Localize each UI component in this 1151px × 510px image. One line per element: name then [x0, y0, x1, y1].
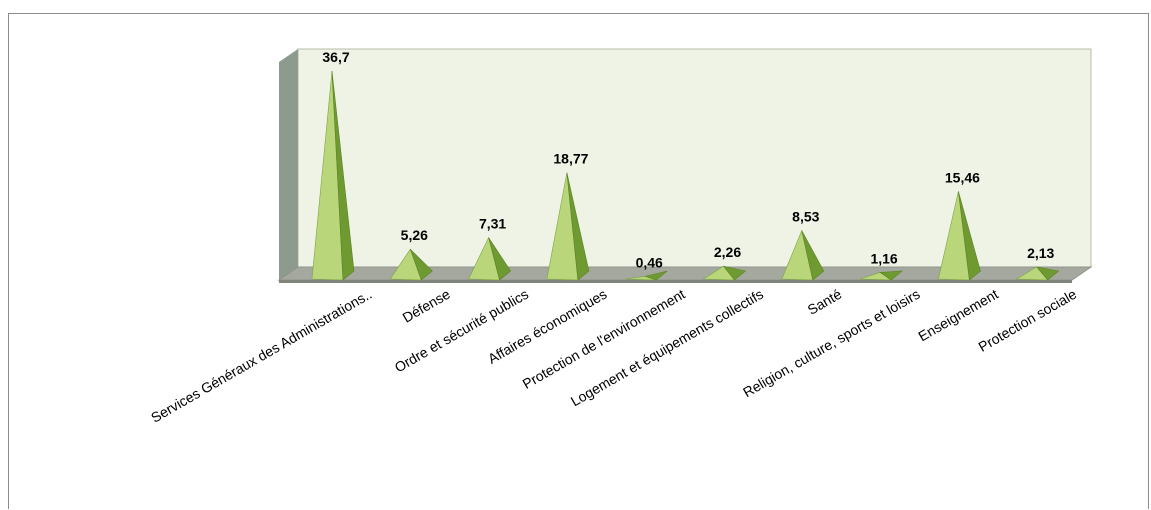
- pyramid-bar-face-dark: [1035, 266, 1060, 281]
- data-label: 36,7: [322, 49, 349, 65]
- data-label: 5,26: [401, 227, 428, 243]
- chart-side-wall: [279, 49, 298, 280]
- data-label: 15,46: [945, 169, 980, 185]
- x-tick-label: Défense: [400, 286, 453, 326]
- pyramid-bar-face-dark: [722, 265, 747, 281]
- data-label: 1,16: [870, 250, 897, 266]
- data-label: 0,46: [636, 254, 663, 270]
- data-label: 7,31: [479, 216, 506, 232]
- pyramid-bar-face-dark: [566, 172, 590, 281]
- pyramid-chart: 36,7 5,26 7,31 18,77 0,46 2,26 8,53 1,16 15,46 2,…: [148, 48, 1093, 426]
- pyramid-bar-face-dark: [488, 237, 511, 281]
- chart-frame: 36,7 5,26 7,31 18,77 0,46 2,26 8,53 1,16 15,46 2,…: [8, 13, 1149, 509]
- pyramid-bar-face-dark: [801, 230, 825, 281]
- x-tick-label: Santé: [805, 286, 845, 318]
- data-label: 2,13: [1027, 245, 1054, 261]
- chart-floor-edge: [279, 280, 1072, 283]
- data-label: 2,26: [714, 244, 741, 260]
- pyramid-bar-face-dark: [879, 270, 904, 281]
- pyramid-bar-face-dark: [410, 248, 433, 281]
- x-tick-label: Ordre et sécurité publics: [392, 286, 531, 376]
- pyramid-bar-face-dark: [644, 270, 668, 281]
- data-label: 18,77: [553, 151, 588, 167]
- data-label: 8,53: [792, 209, 819, 225]
- x-tick-label: Services Généraux des Administrations..: [148, 286, 374, 426]
- pyramid-bar-face-dark: [958, 191, 981, 281]
- pyramid-bar-face-dark: [331, 70, 355, 281]
